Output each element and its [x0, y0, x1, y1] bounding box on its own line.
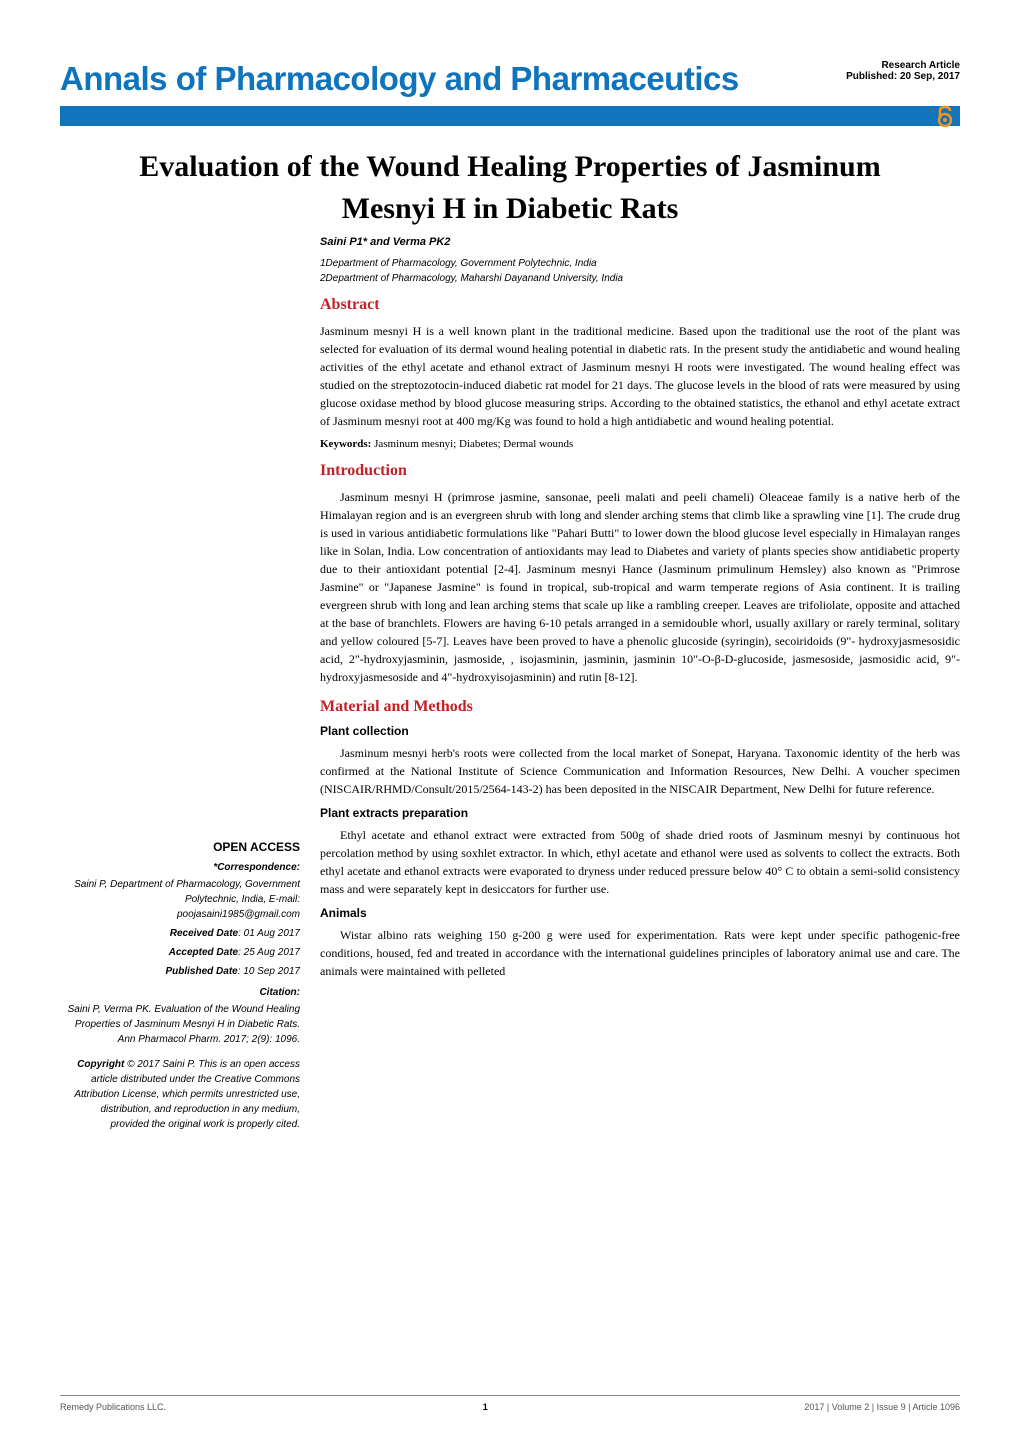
keywords-text: Jasminum mesnyi; Diabetes; Dermal wounds	[371, 438, 573, 450]
published-date-sidebar: Published Date: 10 Sep 2017	[60, 964, 300, 979]
affiliation-1: 1Department of Pharmacology, Government …	[320, 258, 960, 269]
plant-extracts-text: Ethyl acetate and ethanol extract were e…	[320, 826, 960, 898]
received-date: Received Date: 01 Aug 2017	[60, 926, 300, 941]
title-line-2: Mesnyi H in Diabetic Rats	[342, 192, 679, 225]
article-title: Evaluation of the Wound Healing Properti…	[60, 146, 960, 230]
citation-text: Saini P, Verma PK. Evaluation of the Wou…	[60, 1002, 300, 1047]
header-bar: Annals of Pharmacology and Pharmaceutics…	[0, 0, 1020, 98]
footer: Remedy Publications LLC. 1 2017 | Volume…	[60, 1395, 960, 1412]
correspondence-text: Saini P, Department of Pharmacology, Gov…	[60, 877, 300, 922]
publication-meta: Research Article Published: 20 Sep, 2017	[846, 60, 960, 82]
accepted-date: Accepted Date: 25 Aug 2017	[60, 945, 300, 960]
plant-collection-heading: Plant collection	[320, 724, 960, 738]
introduction-heading: Introduction	[320, 462, 960, 480]
plant-collection-text: Jasminum mesnyi herb's roots were collec…	[320, 744, 960, 798]
abstract-heading: Abstract	[320, 296, 960, 314]
keywords: Keywords: Jasminum mesnyi; Diabetes; Der…	[320, 438, 960, 450]
authors: Saini P1* and Verma PK2	[320, 236, 960, 248]
animals-heading: Animals	[320, 906, 960, 920]
animals-text: Wistar albino rats weighing 150 g-200 g …	[320, 926, 960, 980]
footer-page-number: 1	[483, 1402, 488, 1412]
open-access-bar	[60, 106, 960, 126]
introduction-p1: Jasminum mesnyi H (primrose jasmine, san…	[320, 488, 960, 686]
footer-right: 2017 | Volume 2 | Issue 9 | Article 1096	[804, 1402, 960, 1412]
footer-left: Remedy Publications LLC.	[60, 1402, 166, 1412]
open-access-heading: OPEN ACCESS	[60, 840, 300, 854]
correspondence-heading: *Correspondence:	[60, 862, 300, 873]
sidebar: OPEN ACCESS *Correspondence: Saini P, De…	[60, 840, 300, 1132]
title-line-1: Evaluation of the Wound Healing Properti…	[139, 150, 880, 183]
published-date: Published: 20 Sep, 2017	[846, 71, 960, 82]
open-access-icon	[936, 104, 954, 134]
journal-name: Annals of Pharmacology and Pharmaceutics	[60, 60, 739, 98]
copyright-text: Copyright © 2017 Saini P. This is an ope…	[60, 1057, 300, 1132]
plant-extracts-heading: Plant extracts preparation	[320, 806, 960, 820]
main-content: Saini P1* and Verma PK2 1Department of P…	[320, 236, 960, 980]
affiliation-2: 2Department of Pharmacology, Maharshi Da…	[320, 273, 960, 284]
keywords-label: Keywords:	[320, 438, 371, 450]
citation-heading: Citation:	[60, 987, 300, 998]
methods-heading: Material and Methods	[320, 698, 960, 716]
abstract-text: Jasminum mesnyi H is a well known plant …	[320, 322, 960, 430]
article-type: Research Article	[846, 60, 960, 71]
